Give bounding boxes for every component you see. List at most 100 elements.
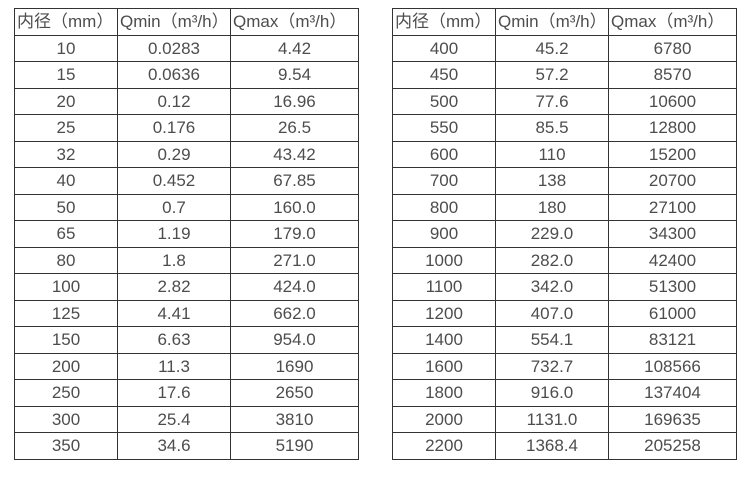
- cell: 179.0: [230, 220, 359, 248]
- table-row: 400 45.2 6780: [392, 34, 737, 62]
- table-row: 250 17.6 2650: [14, 379, 359, 407]
- table-row: 20 0.12 16.96: [14, 87, 359, 115]
- cell: 2.82: [117, 273, 231, 301]
- cell: 15: [14, 61, 118, 89]
- cell: 342.0: [495, 273, 609, 301]
- cell: 0.0283: [117, 34, 231, 62]
- header-row: 内径（mm） Qmin（m³/h） Qmax（m³/h）: [14, 8, 359, 36]
- table-row: 100 2.82 424.0: [14, 273, 359, 301]
- table-row: 15 0.0636 9.54: [14, 61, 359, 89]
- cell: 229.0: [495, 220, 609, 248]
- table-row: 25 0.176 26.5: [14, 114, 359, 142]
- cell: 180: [495, 193, 609, 221]
- table-row: 2000 1131.0 169635: [392, 405, 737, 433]
- cell: 600: [392, 140, 496, 168]
- cell: 16.96: [230, 87, 359, 115]
- cell: 1600: [392, 352, 496, 380]
- cell: 250: [14, 379, 118, 407]
- table-row: 550 85.5 12800: [392, 114, 737, 142]
- table-row: 200 11.3 1690: [14, 352, 359, 380]
- table-row: 350 34.6 5190: [14, 432, 359, 460]
- table-row: 300 25.4 3810: [14, 405, 359, 433]
- table-row: 80 1.8 271.0: [14, 246, 359, 274]
- table-row: 800 180 27100: [392, 193, 737, 221]
- cell: 0.0636: [117, 61, 231, 89]
- cell: 700: [392, 167, 496, 195]
- cell: 77.6: [495, 87, 609, 115]
- cell: 1131.0: [495, 405, 609, 433]
- cell: 0.176: [117, 114, 231, 142]
- table-row: 32 0.29 43.42: [14, 140, 359, 168]
- cell: 12800: [608, 114, 737, 142]
- cell: 1200: [392, 299, 496, 327]
- flow-range-table-small-diameters: 内径（mm） Qmin（m³/h） Qmax（m³/h） 10 0.0283 4.42 15…: [14, 8, 359, 460]
- cell: 85.5: [495, 114, 609, 142]
- cell: 1000: [392, 246, 496, 274]
- column-header: Qmax（m³/h）: [608, 8, 737, 36]
- cell: 800: [392, 193, 496, 221]
- header-row: 内径（mm） Qmin（m³/h） Qmax（m³/h）: [392, 8, 737, 36]
- column-header: 内径（mm）: [14, 8, 118, 36]
- cell: 137404: [608, 379, 737, 407]
- table-row: 65 1.19 179.0: [14, 220, 359, 248]
- column-header: 内径（mm）: [392, 8, 496, 36]
- cell: 10600: [608, 87, 737, 115]
- cell: 25.4: [117, 405, 231, 433]
- cell: 1400: [392, 326, 496, 354]
- cell: 26.5: [230, 114, 359, 142]
- cell: 450: [392, 61, 496, 89]
- cell: 169635: [608, 405, 737, 433]
- table-row: 1100 342.0 51300: [392, 273, 737, 301]
- cell: 34.6: [117, 432, 231, 460]
- table-row: 50 0.7 160.0: [14, 193, 359, 221]
- cell: 900: [392, 220, 496, 248]
- cell: 916.0: [495, 379, 609, 407]
- cell: 1.19: [117, 220, 231, 248]
- cell: 34300: [608, 220, 737, 248]
- table-row: 700 138 20700: [392, 167, 737, 195]
- cell: 51300: [608, 273, 737, 301]
- cell: 3810: [230, 405, 359, 433]
- table-row: 900 229.0 34300: [392, 220, 737, 248]
- flow-range-table-large-diameters: 内径（mm） Qmin（m³/h） Qmax（m³/h） 400 45.2 6780 450…: [392, 8, 737, 460]
- cell: 65: [14, 220, 118, 248]
- cell: 1100: [392, 273, 496, 301]
- cell: 0.12: [117, 87, 231, 115]
- cell: 45.2: [495, 34, 609, 62]
- cell: 108566: [608, 352, 737, 380]
- cell: 407.0: [495, 299, 609, 327]
- table-row: 125 4.41 662.0: [14, 299, 359, 327]
- table-row: 1200 407.0 61000: [392, 299, 737, 327]
- cell: 554.1: [495, 326, 609, 354]
- cell: 954.0: [230, 326, 359, 354]
- cell: 2200: [392, 432, 496, 460]
- cell: 4.42: [230, 34, 359, 62]
- table-row: 10 0.0283 4.42: [14, 34, 359, 62]
- cell: 160.0: [230, 193, 359, 221]
- cell: 0.452: [117, 167, 231, 195]
- table-row: 1600 732.7 108566: [392, 352, 737, 380]
- table-row: 40 0.452 67.85: [14, 167, 359, 195]
- cell: 6.63: [117, 326, 231, 354]
- cell: 350: [14, 432, 118, 460]
- cell: 80: [14, 246, 118, 274]
- cell: 67.85: [230, 167, 359, 195]
- cell: 424.0: [230, 273, 359, 301]
- cell: 57.2: [495, 61, 609, 89]
- flow-range-tables: 内径（mm） Qmin（m³/h） Qmax（m³/h） 10 0.0283 4.42 15…: [14, 8, 737, 460]
- table-row: 2200 1368.4 205258: [392, 432, 737, 460]
- cell: 5190: [230, 432, 359, 460]
- table-row: 1000 282.0 42400: [392, 246, 737, 274]
- cell: 40: [14, 167, 118, 195]
- cell: 9.54: [230, 61, 359, 89]
- cell: 61000: [608, 299, 737, 327]
- table-row: 1400 554.1 83121: [392, 326, 737, 354]
- cell: 1690: [230, 352, 359, 380]
- cell: 200: [14, 352, 118, 380]
- cell: 10: [14, 34, 118, 62]
- cell: 550: [392, 114, 496, 142]
- cell: 300: [14, 405, 118, 433]
- cell: 50: [14, 193, 118, 221]
- cell: 4.41: [117, 299, 231, 327]
- cell: 1800: [392, 379, 496, 407]
